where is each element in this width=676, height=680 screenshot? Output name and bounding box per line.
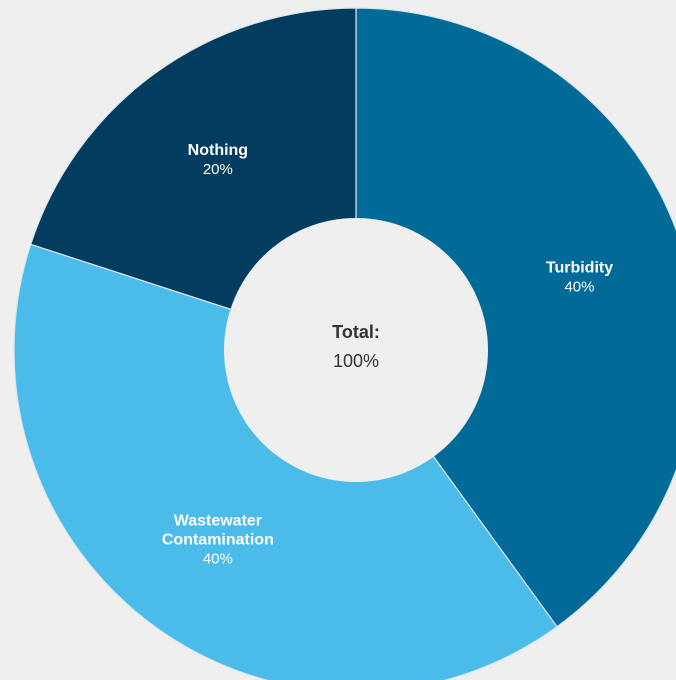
labels-layer: Turbidity 40% Wastewater Contamination 40% No…	[162, 142, 613, 568]
center-total: Total: 100%	[332, 322, 380, 371]
slice-label-value-1: 40%	[203, 551, 233, 568]
slice-label-value-2: 20%	[203, 161, 233, 178]
center-total-title: Total:	[332, 322, 380, 342]
slice-label-name-1-0: Wastewater	[174, 513, 262, 530]
slice-label-value-0: 40%	[564, 278, 594, 295]
slice-label-1: Wastewater Contamination 40%	[162, 513, 274, 568]
pie-slice-0	[355, 7, 676, 628]
center-total-value: 100%	[333, 351, 379, 371]
slice-label-name-2-0: Nothing	[188, 142, 248, 159]
slice-label-0: Turbidity 40%	[546, 259, 613, 295]
slice-label-name-1-1: Contamination	[162, 532, 274, 549]
slice-label-2: Nothing 20%	[188, 142, 248, 178]
slice-label-name-0-0: Turbidity	[546, 259, 613, 276]
donut-hole	[224, 218, 488, 482]
